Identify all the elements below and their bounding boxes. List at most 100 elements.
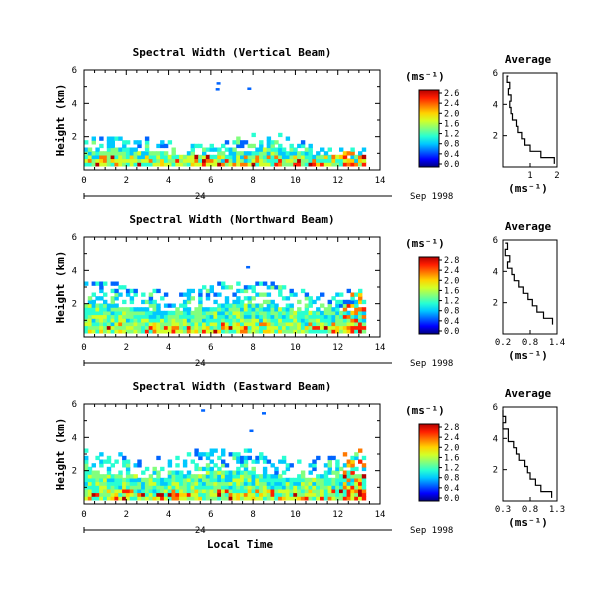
heatmap-cell [133,496,138,501]
heatmap-cell [125,463,131,468]
heatmap-cell [255,492,260,497]
heatmap-cell [202,481,207,486]
heatmap-cell [202,310,207,316]
heatmap-cell [232,147,237,152]
heatmap-cell [175,477,180,483]
heatmap-cell [308,485,313,490]
heatmap-cell [346,481,351,486]
heatmap-cell [91,140,96,145]
heatmap-cell [312,459,317,464]
heatmap-cell [144,496,150,501]
colorbar-tick-label: 0.4 [444,150,459,160]
heatmap-cell [129,158,135,163]
heatmap-cell [194,496,199,501]
heatmap-cell [312,310,317,316]
heatmap-cell [293,292,298,297]
heatmap-cell [167,470,173,475]
heatmap-cell [312,154,317,160]
heatmap-cell [186,288,192,294]
heatmap-cell [232,140,237,145]
heatmap-cell [247,455,252,461]
heatmap-cell [331,321,336,327]
heatmap-cell [205,147,211,152]
heatmap-cell [308,463,313,468]
profile-x-tick-label: 0.8 [522,505,538,515]
heatmap-cell [281,481,287,486]
heatmap-cell [346,162,351,167]
heatmap-cell [198,310,203,316]
heatmap-cell [259,492,264,497]
heatmap-cell [236,310,241,316]
heatmap-cell [361,463,367,468]
heatmap-cell [323,477,329,483]
heatmap-cell [262,481,268,486]
heatmap-cell [228,474,233,479]
heatmap-cell [129,147,135,152]
heatmap-cell [87,485,93,490]
colorbar-tick-label: 1.6 [444,286,459,296]
heatmap-cell [167,481,173,486]
heatmap-cell [91,151,96,156]
heatmap-cell [247,325,252,330]
heatmap-cell [262,485,268,490]
heatmap-cell [327,496,332,501]
heatmap-cell [87,154,93,160]
heatmap-cell [103,318,108,323]
heatmap-cell [316,151,321,156]
heatmap-cell [209,492,214,497]
heatmap-cell [213,463,218,468]
heatmap-cell [202,154,207,160]
heatmap-cell [202,147,207,152]
heatmap-cell [358,154,363,160]
heatmap-cell [122,307,127,312]
heatmap-cell [236,288,241,294]
heatmap-cell [270,329,275,334]
heatmap-cell [186,162,192,167]
heatmap-cell [125,474,131,479]
heatmap-cell [182,459,188,464]
heatmap-cell [312,466,317,472]
x-tick-label: 12 [332,343,343,353]
heatmap-cell [255,329,260,334]
heatmap-cell [91,481,96,486]
heatmap-cell [156,477,161,483]
heatmap-cell [240,459,245,464]
heatmap-cell [247,314,252,319]
heatmap-cell [110,147,115,152]
heatmap-cell [316,492,321,497]
heatmap-cell [213,321,218,327]
heatmap-cell [129,492,135,497]
x-tick-label: 0 [81,176,86,186]
heatmap-cell [198,314,203,319]
heatmap-cell [122,492,127,497]
heatmap-cell [221,452,226,457]
heatmap-cell [346,314,351,319]
heatmap-cell [205,310,211,316]
heatmap-cell [316,485,321,490]
heatmap-cell [118,492,123,497]
heatmap-cell [339,488,344,494]
heatmap-cell [99,281,104,286]
heatmap-cell [300,154,306,160]
heatmap-cell [289,303,294,308]
heatmap-cell [232,321,237,327]
heatmap-cell [312,158,317,163]
heatmap-cell [224,307,230,312]
heatmap-cell [274,285,279,290]
heatmap-cell [331,314,336,319]
heatmap-cell [103,477,108,483]
heatmap-cell [141,151,146,156]
heatmap-cell [137,154,142,160]
heatmap-cell [262,466,268,472]
heatmap-cell [205,470,211,475]
heatmap-cell [217,485,222,490]
heatmap-cell [95,455,100,461]
heatmap-cell [274,488,279,494]
heatmap-cell [228,285,233,290]
heatmap-cell [106,136,112,141]
heatmap-cell [335,474,340,479]
heatmap-cell [144,310,150,316]
heatmap-cell [297,143,302,149]
heatmap-cell [217,147,222,152]
heatmap-cell [152,307,157,312]
